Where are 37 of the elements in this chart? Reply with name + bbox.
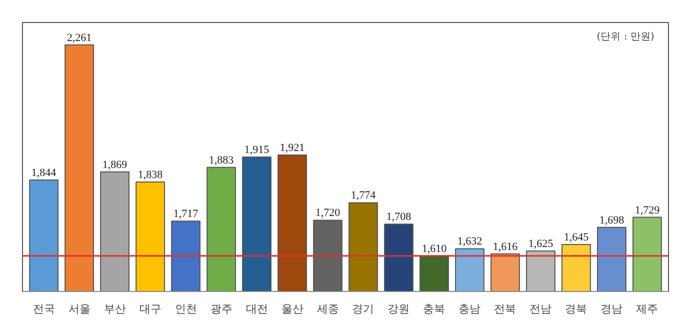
x-tick-label: 전남 [530, 302, 552, 316]
data-label: 1,869 [102, 158, 128, 171]
data-label: 1,915 [244, 144, 270, 156]
data-label: 2,261 [66, 32, 92, 44]
data-label: 1,720 [315, 207, 341, 220]
annotation: (단위 : 만원) [596, 32, 654, 42]
x-tick-label: 경남 [600, 302, 623, 316]
x-tick-label: 인천 [174, 302, 197, 316]
data-label: 1,717 [173, 208, 199, 220]
data-label: 1,610 [422, 242, 448, 255]
data-label: 1,632 [457, 236, 482, 248]
x-tick-label: 전국 [32, 302, 55, 316]
x-tick-label: 경북 [565, 302, 588, 316]
data-label: 1,645 [564, 232, 590, 244]
data-label: 1,774 [350, 190, 376, 202]
x-tick-label: 부산 [104, 302, 126, 316]
x-tick-label: 경기 [352, 302, 374, 316]
data-label: 1,921 [280, 142, 305, 154]
data-label: 1,625 [528, 238, 554, 250]
x-tick-label: 광주 [210, 302, 232, 316]
x-tick-label: 제주 [636, 302, 658, 316]
x-tick-label: 충남 [458, 302, 481, 316]
x-tick-label: 강원 [388, 302, 410, 316]
data-label: 1,698 [599, 214, 625, 226]
x-tick-label: 세종 [316, 302, 339, 316]
data-label: 1,844 [31, 167, 57, 180]
x-tick-label: 충북 [423, 302, 446, 316]
x-tick-label: 서울 [68, 302, 90, 316]
data-label: 1,729 [634, 204, 660, 216]
x-tick-label: 전북 [494, 302, 516, 316]
data-label: 1,883 [208, 154, 234, 166]
x-tick-label: 울산 [281, 302, 304, 316]
x-tick-label: 대구 [139, 302, 162, 316]
data-label: 1,616 [492, 240, 518, 253]
x-tick-label: 대전 [246, 302, 268, 316]
data-label: 1,708 [386, 211, 412, 224]
data-label: 1,838 [138, 168, 164, 181]
